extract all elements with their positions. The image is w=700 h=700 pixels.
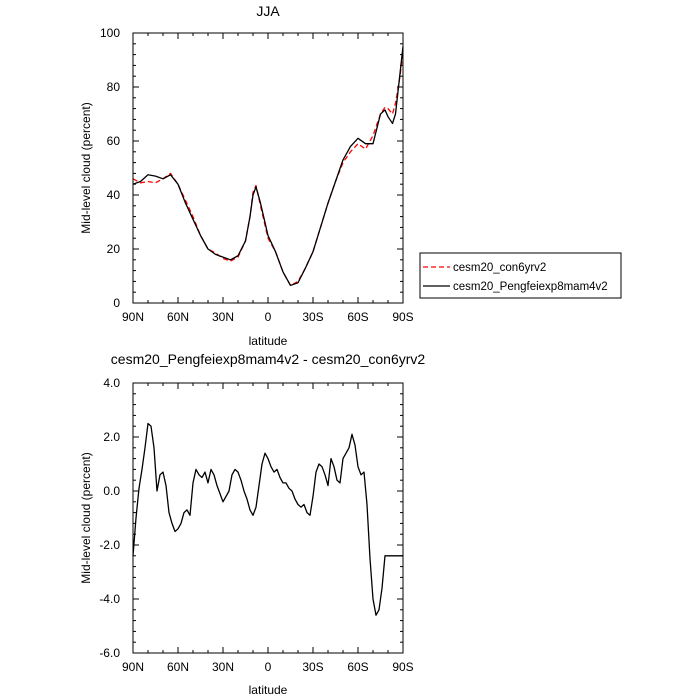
x-tick-label: 90S: [392, 310, 413, 324]
legend-box: [419, 252, 622, 299]
x-tick-label: 90N: [122, 660, 144, 674]
y-tick-label: 60: [107, 134, 121, 148]
x-tick-label: 30S: [302, 660, 323, 674]
y-tick-label: 40: [107, 188, 121, 202]
legend: cesm20_con6yrv2 cesm20_Pengfeiexp8mam4v2: [419, 252, 622, 299]
bottom-panel-series: [132, 422, 403, 616]
y-tick-label: -6.0: [99, 646, 120, 660]
x-tick-label: 60N: [167, 660, 189, 674]
y-tick-label: 0: [113, 296, 120, 310]
x-tick-label: 60N: [167, 310, 189, 324]
bottom-panel-y-axis-label: Mid-level cloud (percent): [79, 452, 93, 583]
top-panel-frame: [132, 32, 404, 304]
top-panel-title: JJA: [256, 3, 280, 19]
series-line-difference-0: [132, 422, 403, 616]
x-tick-label: 0: [265, 310, 272, 324]
top-panel-x-axis-label: latitude: [249, 334, 288, 348]
bottom-panel-ticks: 90N 60N 30N 0 30S 60S 90S -6.0 -4.0 -2.0 0.0 2.0 4.0: [99, 376, 413, 674]
y-tick-label: 20: [107, 242, 121, 256]
y-tick-label: 2.0: [103, 430, 120, 444]
top-panel: JJA Mid-level cloud (percent) latitude 9…: [79, 3, 414, 348]
series-line-cesm20_con6yrv2: [132, 51, 404, 287]
bottom-panel-x-axis-label: latitude: [249, 683, 288, 697]
x-tick-label: 60S: [347, 310, 368, 324]
y-tick-label: 4.0: [103, 376, 120, 390]
bottom-panel-frame: [132, 382, 404, 654]
y-tick-label: 100: [100, 26, 120, 40]
series-line-cesm20_Pengfeiexp8mam4v2: [132, 46, 404, 287]
y-tick-label: -2.0: [99, 538, 120, 552]
legend-label-con6yrv2: cesm20_con6yrv2: [453, 262, 546, 274]
x-tick-label: 90N: [122, 310, 144, 324]
x-tick-label: 0: [265, 660, 272, 674]
legend-label-pengfei: cesm20_Pengfeiexp8mam4v2: [453, 281, 608, 293]
y-tick-label: 0.0: [103, 484, 120, 498]
y-tick-label: -4.0: [99, 592, 120, 606]
x-tick-label: 60S: [347, 660, 368, 674]
x-tick-label: 30N: [212, 310, 234, 324]
x-tick-label: 90S: [392, 660, 413, 674]
top-panel-series: [132, 46, 404, 287]
y-tick-label: 80: [107, 80, 121, 94]
top-panel-ticks: 90N 60N 30N 0 30S 60S 90S 0 20 40 60 80 100: [100, 26, 414, 324]
bottom-panel-title: cesm20_Pengfeiexp8mam4v2 - cesm20_con6yr…: [111, 351, 426, 367]
bottom-panel: cesm20_Pengfeiexp8mam4v2 - cesm20_con6yr…: [79, 351, 425, 697]
top-panel-y-axis-label: Mid-level cloud (percent): [79, 102, 93, 233]
x-tick-label: 30N: [212, 660, 234, 674]
x-tick-label: 30S: [302, 310, 323, 324]
